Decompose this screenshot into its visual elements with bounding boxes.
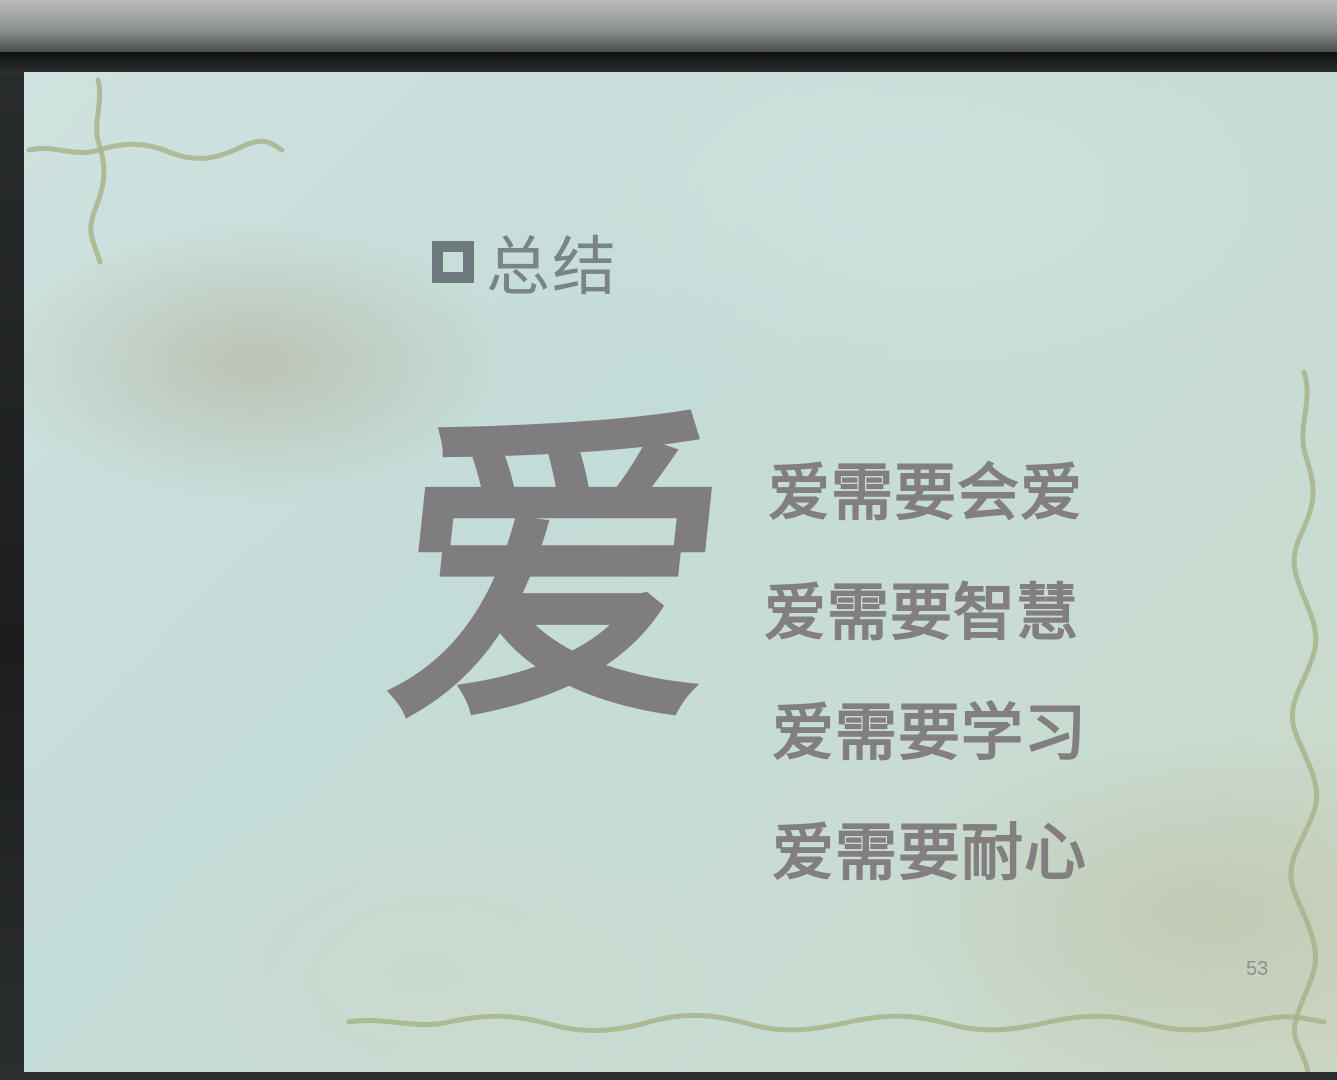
calligraphy-character: 爱 (373, 378, 745, 766)
presentation-slide: 总结 爱 爱需要会爱 爱需要智慧 爱需要学习 爱需要耐心 53 (24, 72, 1337, 1072)
summary-line: 爱需要耐心 (772, 816, 1088, 889)
vine-top-left-vertical (88, 77, 107, 265)
screen-shadow (0, 52, 1337, 74)
summary-line: 爱需要学习 (772, 696, 1088, 769)
slide-title-text: 总结 (486, 231, 618, 305)
slide-page-number: 53 (1246, 958, 1269, 980)
summary-line: 爱需要会爱 (768, 456, 1084, 529)
projector-screen-housing (0, 0, 1337, 52)
hollow-square-bullet-icon (432, 241, 474, 283)
vine-bottom-horizontal (346, 1012, 1327, 1034)
vine-top-left-horizontal (26, 138, 285, 161)
vine-right-vertical (1288, 369, 1320, 1072)
slide-title: 总结 (432, 222, 618, 305)
summary-line: 爱需要智慧 (764, 576, 1080, 649)
